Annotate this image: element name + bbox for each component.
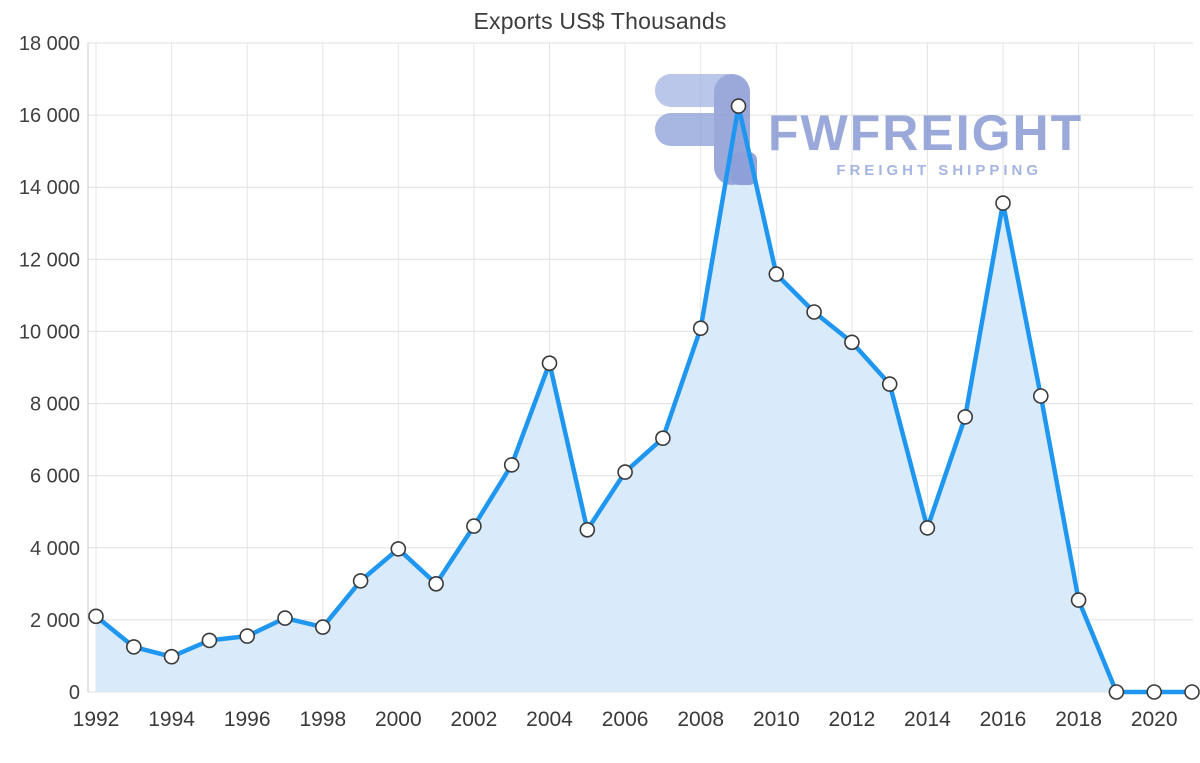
data-point-marker[interactable] [617,464,633,480]
x-tick-label: 2016 [980,708,1027,731]
data-point-marker[interactable] [1108,684,1125,700]
x-tick-label: 2014 [904,708,951,731]
watermark-brand: FWFREIGHT [768,105,1083,161]
y-tick-label: 12 000 [19,249,80,271]
data-point-marker[interactable] [314,619,331,635]
data-point-marker[interactable] [881,376,898,392]
data-point-marker[interactable] [730,98,747,114]
y-tick-label: 0 [69,682,80,704]
series-area-fill [96,106,1192,693]
watermark-subtitle: FREIGHT SHIPPING [836,162,1042,179]
line-layer [88,98,1200,700]
area-layer [96,106,1192,693]
data-point-marker[interactable] [201,632,218,649]
data-point-marker[interactable] [466,518,482,534]
data-point-marker[interactable] [352,573,369,589]
x-tick-label: 2020 [1131,708,1178,731]
x-tick-label: 2006 [602,708,649,731]
x-tick-label: 2002 [451,708,498,731]
x-tick-label: 2008 [677,708,724,731]
data-point-marker[interactable] [919,520,936,536]
data-point-marker[interactable] [692,320,709,337]
data-point-marker[interactable] [957,409,974,425]
x-tick-label: 1998 [299,708,346,731]
data-point-marker[interactable] [579,521,596,538]
y-tick-label: 16 000 [19,105,80,127]
watermark: FWFREIGHT FREIGHT SHIPPING [655,74,1083,185]
chart-title: Exports US$ Thousands [473,8,727,34]
data-point-marker[interactable] [88,608,104,625]
data-point-marker[interactable] [768,266,785,282]
data-point-marker[interactable] [806,304,822,320]
data-point-marker[interactable] [126,639,142,655]
data-point-marker[interactable] [390,541,407,557]
data-point-marker[interactable] [995,195,1011,211]
data-point-marker[interactable] [1033,388,1049,404]
x-tick-label: 2010 [753,708,800,731]
x-tick-label: 1996 [224,708,271,731]
data-point-marker[interactable] [844,334,860,351]
axis-labels-layer: 0 2 000 4 000 6 000 8 000 10 000 12 000 14 000 1… [19,33,1178,731]
data-point-marker[interactable] [1184,684,1200,700]
data-point-marker[interactable] [428,575,444,592]
y-tick-label: 8 000 [30,394,80,416]
x-tick-label: 2018 [1055,708,1102,731]
data-point-marker[interactable] [1146,684,1162,700]
data-point-marker[interactable] [503,457,520,473]
x-tick-label: 1992 [73,708,120,731]
x-tick-label: 1994 [148,708,195,731]
x-tick-label: 2000 [375,708,422,731]
y-tick-label: 2 000 [30,610,80,632]
data-point-marker[interactable] [277,610,293,626]
data-point-marker[interactable] [1070,592,1087,608]
data-point-marker[interactable] [655,430,671,447]
y-tick-label: 18 000 [19,33,80,55]
y-tick-label: 14 000 [19,177,80,199]
x-tick-label: 2004 [526,708,573,731]
data-point-marker[interactable] [163,648,180,665]
y-tick-label: 4 000 [30,538,80,560]
data-point-marker[interactable] [541,355,558,372]
x-tick-label: 2012 [829,708,876,731]
data-point-marker[interactable] [239,628,255,644]
y-tick-label: 6 000 [30,466,80,488]
y-tick-label: 10 000 [19,321,80,343]
